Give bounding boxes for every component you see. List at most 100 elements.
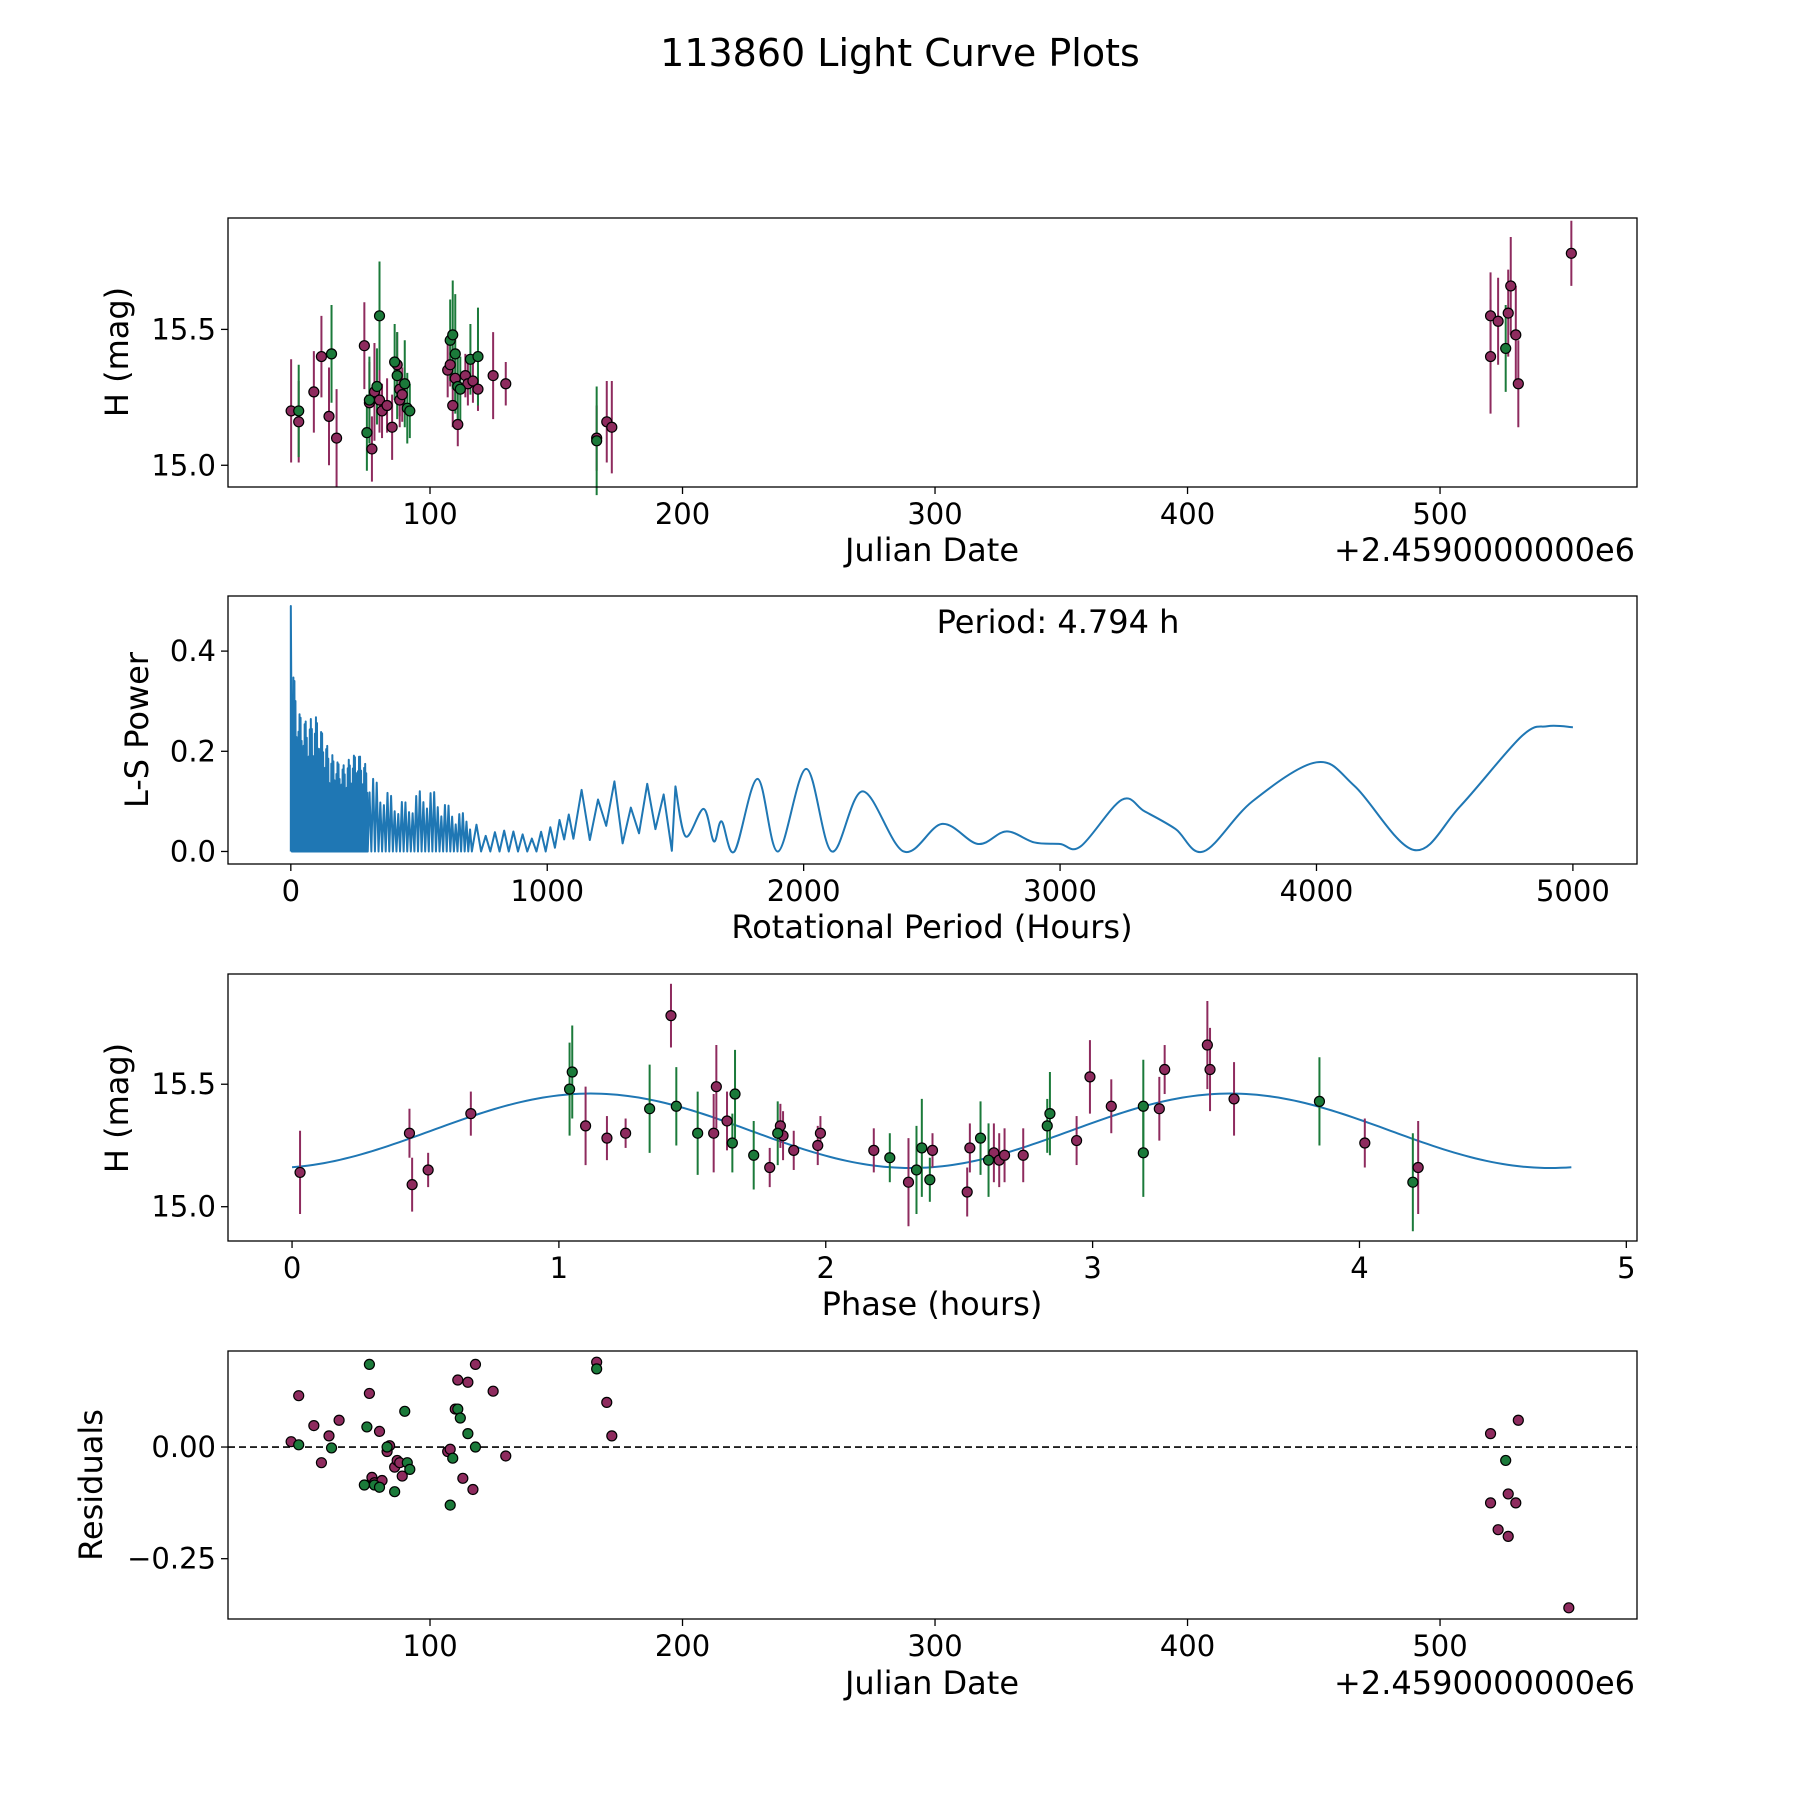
residuals-xtick-label: 300: [907, 1629, 962, 1663]
residuals-x-offset: +2.4590000000e6: [1334, 1664, 1635, 1702]
residuals-point: [373, 1425, 386, 1438]
residuals-point: [591, 1363, 603, 1375]
residuals-frame: [227, 1350, 1638, 1620]
phased-ytick-label: 15.5: [151, 1067, 216, 1101]
residuals-point: [361, 1421, 373, 1433]
lightcurve-xtick-label: 300: [907, 497, 962, 531]
phased-point: [563, 1083, 576, 1095]
phased-panel: 0 1 2 3 4 5 15.0 15.5 Phase (hours) H (mag): [98, 973, 1638, 1323]
residuals-point: [444, 1499, 456, 1511]
lightcurve-point: [399, 378, 411, 390]
phased-xtick-label: 5: [1617, 1251, 1635, 1285]
phased-point: [692, 1127, 704, 1139]
residuals-point: [606, 1430, 618, 1442]
residuals-ytick-label: 0.00: [151, 1430, 216, 1464]
residuals-point: [467, 1483, 479, 1496]
phased-point: [644, 1103, 656, 1115]
phased-point: [721, 1115, 733, 1127]
lightcurve-point: [361, 427, 373, 439]
lightcurve-point: [472, 383, 484, 395]
residuals-point: [404, 1463, 416, 1475]
phased-point: [764, 1161, 776, 1174]
periodogram-ytick-label: 0.0: [170, 834, 216, 868]
lightcurve-frame: [227, 217, 1638, 488]
phased-point: [566, 1066, 578, 1078]
lightcurve-point: [363, 394, 376, 406]
phased-point: [902, 1176, 915, 1188]
periodogram-xtick-label: 0: [282, 874, 300, 908]
lightcurve-point: [447, 399, 459, 412]
residuals-ticks: 100 200 300 400 500 −0.25 0.00: [127, 1430, 1468, 1663]
phased-point: [1071, 1134, 1083, 1147]
phased-point: [670, 1100, 682, 1112]
lightcurve-point: [325, 348, 338, 360]
periodogram-ticks: 0 1000 2000 3000 4000 5000 0.0 0.2 0.4: [170, 634, 1610, 908]
phased-point: [884, 1152, 896, 1164]
residuals-ytick-label: −0.25: [127, 1542, 216, 1576]
residuals-point: [487, 1385, 499, 1397]
periodogram-frame: [227, 595, 1638, 865]
lightcurve-point: [371, 380, 383, 393]
residuals-point: [447, 1452, 459, 1464]
lightcurve-point: [293, 416, 305, 428]
lightcurve-point: [373, 310, 386, 322]
residuals-point: [373, 1481, 386, 1493]
phased-point: [1153, 1103, 1165, 1115]
residuals-xtick-label: 100: [402, 1629, 457, 1663]
phased-point: [772, 1127, 784, 1139]
residuals-point: [462, 1376, 474, 1388]
lightcurve-point: [323, 410, 335, 422]
phased-point: [961, 1186, 973, 1198]
phased-xlabel: Phase (hours): [822, 1285, 1043, 1323]
phased-point: [465, 1108, 477, 1120]
lightcurve-point: [1565, 247, 1577, 259]
lightcurve-point: [606, 421, 618, 433]
phased-xtick-label: 2: [817, 1251, 835, 1285]
residuals-point: [1510, 1497, 1522, 1509]
lightcurve-x-offset: +2.4590000000e6: [1334, 531, 1635, 569]
phased-point: [814, 1127, 827, 1139]
residuals-point: [333, 1414, 345, 1426]
residuals-point: [293, 1439, 305, 1451]
lightcurve-point: [454, 383, 466, 395]
residuals-point: [457, 1472, 469, 1484]
lightcurve-plot-area: [285, 220, 1577, 496]
residuals-point: [1484, 1497, 1497, 1509]
lightcurve-point: [472, 350, 484, 363]
periodogram-xlabel: Rotational Period (Hours): [731, 908, 1132, 946]
residuals-point: [293, 1390, 305, 1402]
residuals-xlabel: Julian Date: [843, 1664, 1019, 1702]
residuals-point: [469, 1358, 482, 1371]
residuals-point: [1500, 1454, 1512, 1467]
phased-xtick-label: 0: [283, 1251, 301, 1285]
phased-point: [1105, 1100, 1117, 1112]
phased-xtick-label: 4: [1350, 1251, 1368, 1285]
phased-point: [1407, 1176, 1419, 1188]
periodogram-xtick-label: 4000: [1280, 874, 1354, 908]
phased-point: [988, 1147, 1000, 1159]
lightcurve-point: [330, 432, 343, 444]
residuals-ylabel: Residuals: [72, 1409, 110, 1561]
residuals-xtick-label: 400: [1160, 1629, 1215, 1663]
lightcurve-xlabel: Julian Date: [843, 531, 1019, 569]
residuals-point: [500, 1450, 512, 1462]
residuals-point: [1502, 1488, 1514, 1500]
phased-point: [1204, 1063, 1216, 1076]
residuals-xtick-label: 200: [655, 1629, 710, 1663]
lightcurve-point: [591, 435, 603, 447]
phased-point: [910, 1164, 923, 1176]
phased-point: [403, 1127, 416, 1139]
phased-ytick-label: 15.0: [151, 1190, 216, 1224]
lightcurve-point: [1484, 310, 1497, 322]
phased-point: [1044, 1108, 1056, 1120]
periodogram-plot-area: [289, 605, 1573, 854]
phased-point: [1084, 1071, 1096, 1083]
lightcurve-point: [391, 369, 403, 382]
phased-point: [726, 1137, 738, 1149]
lightcurve-point: [1502, 307, 1514, 319]
residuals-point: [396, 1470, 408, 1482]
phased-point: [1201, 1039, 1213, 1051]
residuals-point: [323, 1430, 335, 1442]
phased-point: [294, 1166, 306, 1179]
